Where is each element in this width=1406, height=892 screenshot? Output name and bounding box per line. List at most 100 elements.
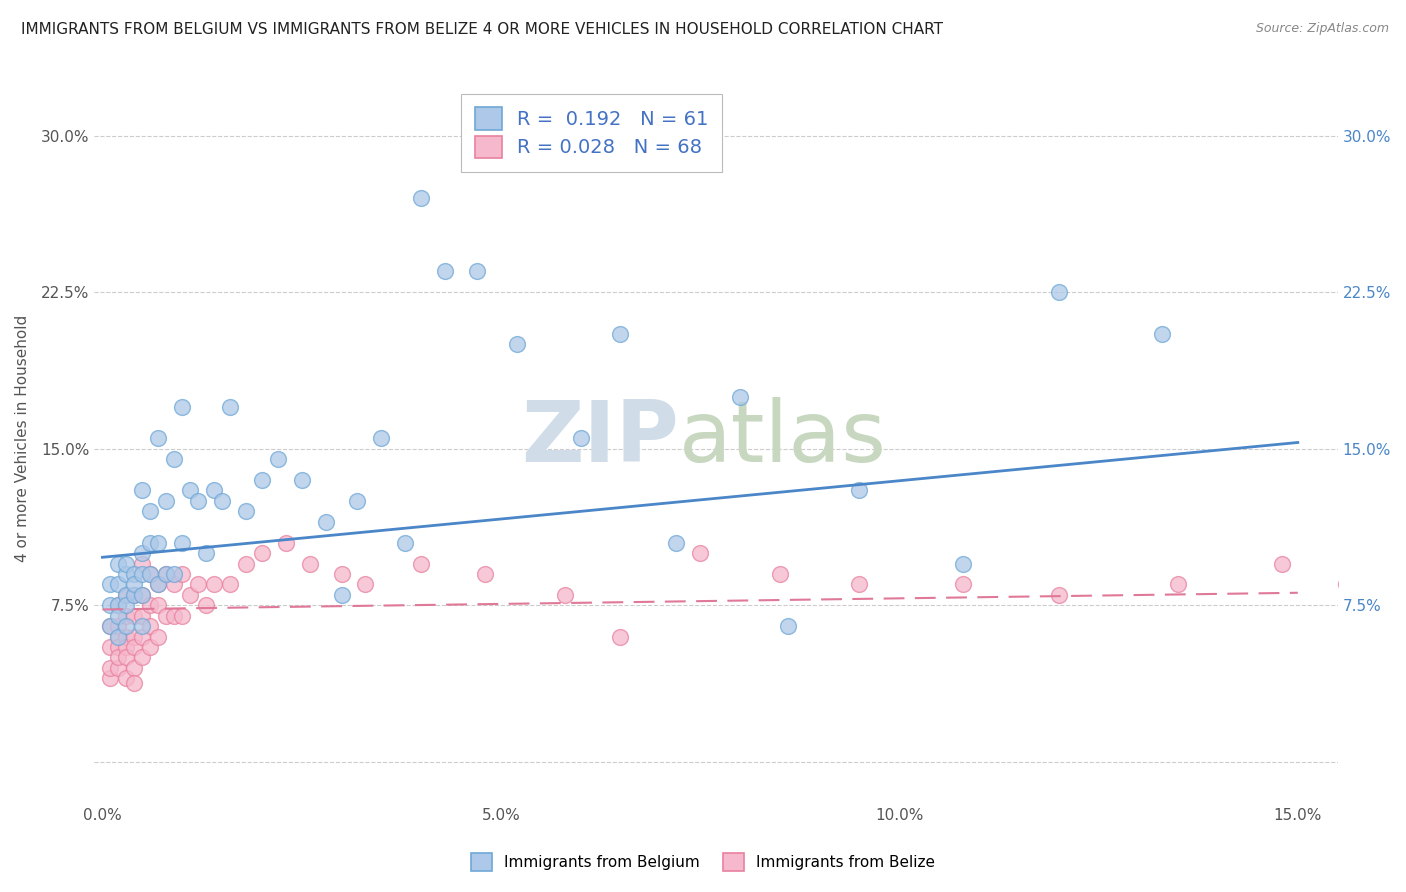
Point xyxy=(124,608,146,623)
Point xyxy=(148,535,170,549)
Point xyxy=(100,577,122,591)
Point xyxy=(107,640,129,654)
Point xyxy=(107,630,129,644)
Point xyxy=(148,599,170,613)
Point xyxy=(131,619,153,633)
Point xyxy=(1367,599,1389,613)
Point xyxy=(107,557,129,571)
Point xyxy=(155,566,177,581)
Point xyxy=(115,588,138,602)
Point xyxy=(163,577,186,591)
Point xyxy=(1047,588,1070,602)
Point xyxy=(370,431,392,445)
Point xyxy=(131,630,153,644)
Point xyxy=(354,577,377,591)
Point xyxy=(172,608,194,623)
Point xyxy=(474,566,496,581)
Text: ZIP: ZIP xyxy=(522,397,679,480)
Point xyxy=(1391,608,1406,623)
Point xyxy=(769,566,792,581)
Text: IMMIGRANTS FROM BELGIUM VS IMMIGRANTS FROM BELIZE 4 OR MORE VEHICLES IN HOUSEHOL: IMMIGRANTS FROM BELGIUM VS IMMIGRANTS FR… xyxy=(21,22,943,37)
Point xyxy=(100,619,122,633)
Point xyxy=(776,619,799,633)
Point xyxy=(124,630,146,644)
Point xyxy=(148,577,170,591)
Point xyxy=(107,608,129,623)
Point xyxy=(1152,326,1174,341)
Point xyxy=(848,483,870,498)
Point xyxy=(1167,577,1189,591)
Point xyxy=(148,431,170,445)
Point xyxy=(131,566,153,581)
Point xyxy=(172,400,194,414)
Point xyxy=(848,577,870,591)
Point xyxy=(195,546,218,560)
Point xyxy=(172,535,194,549)
Point xyxy=(131,557,153,571)
Point xyxy=(609,326,631,341)
Point xyxy=(100,672,122,686)
Point xyxy=(1047,285,1070,300)
Point xyxy=(107,599,129,613)
Point xyxy=(124,588,146,602)
Point xyxy=(179,483,201,498)
Point xyxy=(394,535,416,549)
Point xyxy=(115,650,138,665)
Point xyxy=(107,599,129,613)
Point xyxy=(148,630,170,644)
Point xyxy=(952,557,974,571)
Point xyxy=(172,566,194,581)
Point xyxy=(728,390,751,404)
Point xyxy=(139,535,162,549)
Point xyxy=(100,661,122,675)
Point xyxy=(155,608,177,623)
Point xyxy=(148,577,170,591)
Point xyxy=(554,588,576,602)
Point xyxy=(107,619,129,633)
Point xyxy=(163,608,186,623)
Point xyxy=(115,608,138,623)
Point xyxy=(665,535,688,549)
Point xyxy=(219,577,242,591)
Point xyxy=(131,650,153,665)
Point xyxy=(124,577,146,591)
Point xyxy=(187,494,209,508)
Point xyxy=(179,588,201,602)
Point xyxy=(434,264,457,278)
Point xyxy=(346,494,368,508)
Point xyxy=(163,566,186,581)
Point xyxy=(131,588,153,602)
Point xyxy=(1334,577,1357,591)
Point xyxy=(107,630,129,644)
Point xyxy=(250,546,273,560)
Point xyxy=(139,566,162,581)
Point xyxy=(298,557,321,571)
Point xyxy=(124,588,146,602)
Point xyxy=(115,566,138,581)
Point xyxy=(100,640,122,654)
Point xyxy=(107,661,129,675)
Point xyxy=(291,473,314,487)
Point xyxy=(465,264,488,278)
Point xyxy=(115,640,138,654)
Point xyxy=(139,566,162,581)
Point xyxy=(139,640,162,654)
Point xyxy=(100,599,122,613)
Point xyxy=(187,577,209,591)
Point xyxy=(139,619,162,633)
Point xyxy=(689,546,711,560)
Point xyxy=(211,494,233,508)
Point xyxy=(235,504,257,518)
Point xyxy=(139,599,162,613)
Point xyxy=(506,337,529,351)
Point xyxy=(315,515,337,529)
Point xyxy=(250,473,273,487)
Point xyxy=(330,566,353,581)
Point xyxy=(195,599,218,613)
Point xyxy=(115,619,138,633)
Point xyxy=(155,566,177,581)
Point xyxy=(411,191,433,205)
Point xyxy=(131,546,153,560)
Point xyxy=(124,640,146,654)
Point xyxy=(124,566,146,581)
